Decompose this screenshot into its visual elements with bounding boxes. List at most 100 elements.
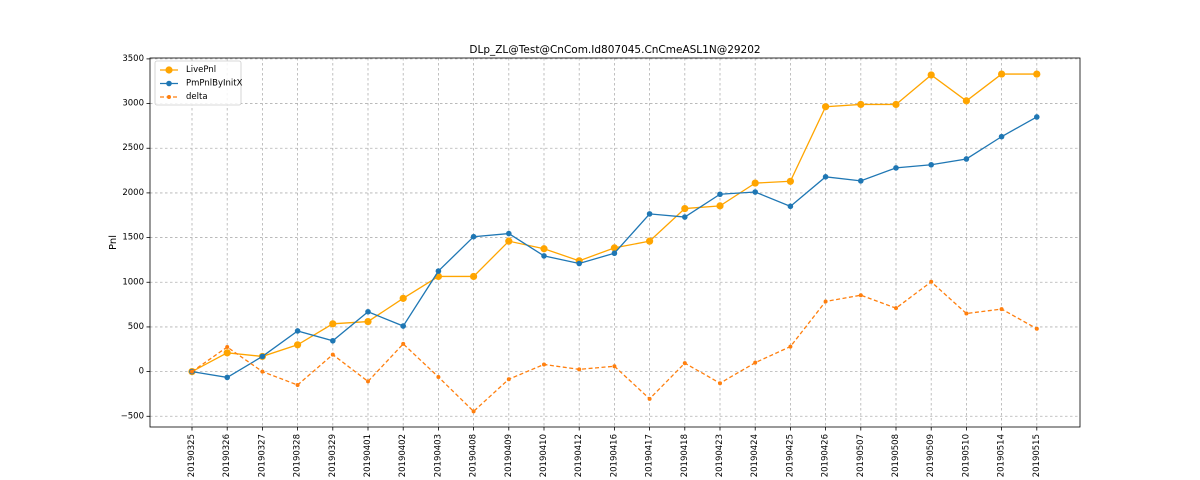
legend-marker xyxy=(166,80,172,87)
data-point xyxy=(365,308,371,315)
x-tick-label: 20190510 xyxy=(961,434,971,477)
x-tick-label: 20190508 xyxy=(891,434,901,477)
x-tick-label: 20190424 xyxy=(750,434,760,477)
x-tick-label: 20190416 xyxy=(609,434,619,477)
series-PmPnlByInitX xyxy=(189,114,1040,381)
x-tick-label: 20190328 xyxy=(293,434,303,477)
y-axis-label: Pnl xyxy=(108,235,119,250)
data-point xyxy=(963,156,970,162)
series-lines xyxy=(188,70,1041,414)
legend-label: delta xyxy=(186,92,208,102)
data-point xyxy=(225,345,230,350)
data-point xyxy=(576,260,582,267)
data-point xyxy=(1034,114,1040,120)
data-point xyxy=(295,383,300,388)
data-point xyxy=(964,311,969,316)
x-tick-label: 20190410 xyxy=(539,434,549,477)
data-point xyxy=(716,202,724,210)
data-point xyxy=(541,253,547,259)
data-point xyxy=(752,189,758,195)
data-point xyxy=(470,272,478,281)
y-tick-label: 2000 xyxy=(122,188,144,198)
x-tick-label: 20190426 xyxy=(821,434,831,477)
x-tick-label: 20190412 xyxy=(574,434,584,477)
x-tick-label: 20190514 xyxy=(997,434,1007,477)
x-tick-label: 20190401 xyxy=(363,434,373,477)
data-point xyxy=(506,377,511,382)
grid xyxy=(150,58,1080,427)
data-point xyxy=(858,178,864,184)
data-point xyxy=(612,364,617,369)
x-tick-label: 20190507 xyxy=(856,434,866,477)
data-point xyxy=(927,71,935,79)
data-point xyxy=(823,299,828,304)
data-point xyxy=(435,268,442,274)
data-point xyxy=(400,323,407,329)
legend-box xyxy=(154,60,242,106)
x-tick-label: 20190325 xyxy=(187,434,197,477)
data-point xyxy=(1033,70,1041,78)
data-point xyxy=(259,353,266,360)
y-tick-label: 1000 xyxy=(122,277,144,287)
data-point xyxy=(294,341,302,349)
series-LivePnl xyxy=(188,70,1041,376)
data-point xyxy=(718,381,722,386)
data-point xyxy=(611,250,618,257)
x-tick-label: 20190509 xyxy=(926,434,936,477)
legend-label: LivePnl xyxy=(186,65,216,75)
data-point xyxy=(505,237,513,245)
data-point xyxy=(436,374,441,379)
data-point xyxy=(330,352,335,357)
data-point xyxy=(894,306,898,311)
data-point xyxy=(751,179,759,187)
data-point xyxy=(857,100,865,109)
data-point xyxy=(893,165,899,171)
data-point xyxy=(962,97,971,105)
x-tick-label: 20190515 xyxy=(1032,434,1042,477)
x-tick-label: 20190402 xyxy=(398,434,408,477)
data-point xyxy=(506,230,512,237)
data-point xyxy=(998,70,1006,78)
data-point xyxy=(294,328,301,334)
x-tick-label: 20190408 xyxy=(469,434,479,477)
data-point xyxy=(929,279,934,284)
data-point xyxy=(542,362,546,367)
x-tick-label: 20190409 xyxy=(504,434,514,477)
axis-ticks: 20190325 20190326 20190327 20190328 20190329… xyxy=(121,54,1042,477)
data-point xyxy=(681,204,689,213)
data-point xyxy=(223,349,231,357)
data-point xyxy=(753,360,758,365)
data-point xyxy=(610,244,619,252)
legend-marker xyxy=(167,95,171,99)
data-point xyxy=(260,369,265,374)
data-point xyxy=(646,237,654,245)
data-point xyxy=(364,317,372,326)
data-point xyxy=(577,367,582,372)
x-tick-label: 20190327 xyxy=(257,434,267,477)
y-tick-label: 1500 xyxy=(122,233,144,243)
data-point xyxy=(787,203,794,210)
data-point xyxy=(647,396,652,401)
y-tick-label: −500 xyxy=(121,411,144,421)
data-point xyxy=(717,191,723,198)
legend: LivePnl PmPnlByInitX delta xyxy=(154,60,243,106)
data-point xyxy=(190,369,194,374)
data-point xyxy=(470,233,477,240)
data-point xyxy=(399,294,407,302)
plot-frame xyxy=(149,57,1081,428)
x-tick-label: 20190418 xyxy=(680,434,690,477)
data-point xyxy=(330,337,336,344)
data-point xyxy=(786,177,795,185)
y-tick-label: 2500 xyxy=(122,143,144,153)
data-point xyxy=(1034,326,1039,331)
data-point xyxy=(540,245,548,253)
x-tick-label: 20190417 xyxy=(645,434,655,477)
data-point xyxy=(892,100,900,109)
data-point xyxy=(822,103,830,111)
y-tick-label: 0 xyxy=(139,367,144,377)
data-point xyxy=(788,344,793,349)
chart-title: DLp_ZL@Test@CnCom.Id807045.CnCmeASL1N@29… xyxy=(469,44,760,56)
data-point xyxy=(224,374,230,381)
x-tick-label: 20190423 xyxy=(715,434,725,477)
data-point xyxy=(822,174,829,180)
